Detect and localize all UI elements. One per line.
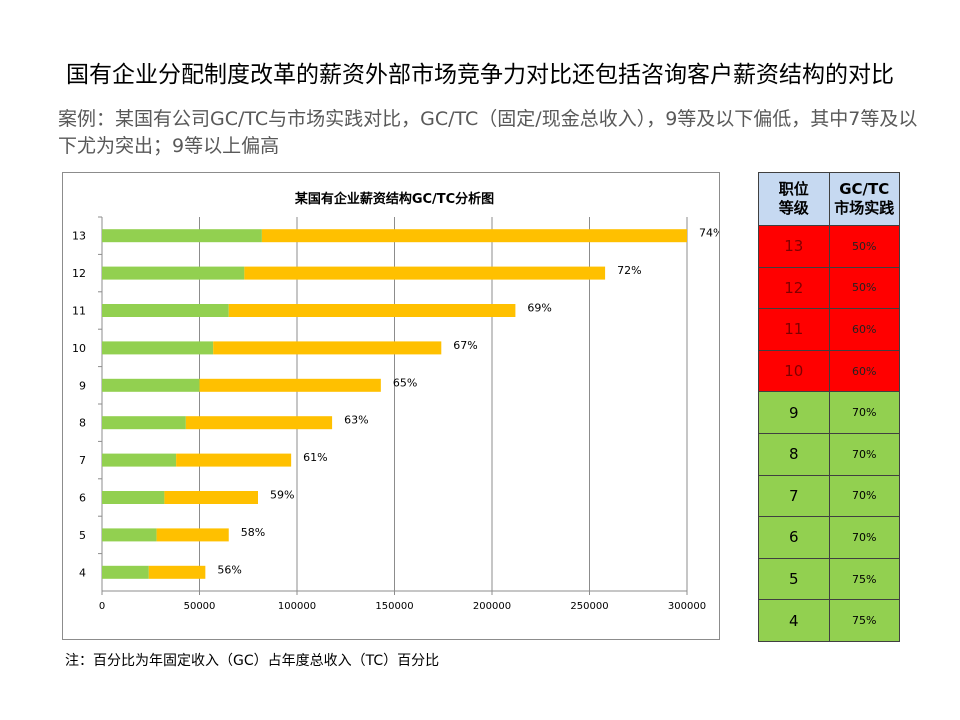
table-cell-market-ratio: 70%: [828, 516, 900, 559]
bar-data-label: 56%: [217, 563, 241, 576]
table-cell-level: 12: [758, 266, 830, 310]
bar-data-label: 61%: [303, 451, 327, 464]
table-cell-market-ratio: 50%: [828, 266, 900, 310]
bar-gc-segment: [102, 528, 157, 542]
bar-data-label: 72%: [617, 264, 641, 277]
table-row: 4 75%: [758, 599, 900, 642]
table-row: 9 70%: [758, 391, 900, 434]
bar-gc-segment: [102, 453, 177, 467]
header-job-level: 职位 等级: [758, 172, 830, 226]
table-row: 7 70%: [758, 474, 900, 518]
y-tick-label: 10: [72, 342, 86, 355]
table-cell-level: 10: [758, 349, 830, 393]
table-cell-market-ratio: 75%: [828, 557, 900, 601]
x-tick-label: 200000: [473, 601, 511, 612]
y-tick-label: 11: [72, 305, 86, 318]
bar-data-label: 59%: [270, 489, 294, 502]
table-cell-market-ratio: 70%: [828, 474, 900, 518]
table-cell-market-ratio: 50%: [828, 225, 900, 268]
y-tick-label: 13: [72, 230, 86, 243]
bar-tc-segment: [164, 491, 258, 504]
table-header-row: 职位 等级 GC/TC 市场实践: [758, 172, 900, 226]
table-cell-market-ratio: 70%: [828, 391, 900, 434]
bar-data-label: 69%: [527, 302, 551, 315]
table-cell-level: 13: [758, 225, 830, 268]
table-row: 5 75%: [758, 557, 900, 601]
y-tick-label: 5: [79, 529, 86, 542]
bar-tc-segment: [176, 453, 292, 467]
x-tick-label: 250000: [570, 601, 608, 612]
chart-panel: 某国有企业薪资结构GC/TC分析图 0 50000 100000 150000 20000…: [62, 172, 720, 640]
table-cell-level: 7: [758, 474, 830, 518]
page-subtitle: 案例：某国有公司GC/TC与市场实践对比，GC/TC（固定/现金总收入），9等及…: [58, 108, 918, 157]
y-tick-label: 9: [79, 379, 86, 392]
bar-gc-segment: [102, 416, 186, 430]
table-cell-level: 5: [758, 557, 830, 601]
chart-title: 某国有企业薪资结构GC/TC分析图: [294, 191, 494, 207]
bar-gc-segment: [102, 341, 214, 355]
bar-gc-segment: [102, 266, 245, 280]
gc-tc-bar-chart: 某国有企业薪资结构GC/TC分析图 0 50000 100000 150000 20000…: [72, 191, 719, 612]
page-title: 国有企业分配制度改革的薪资外部市场竞争力对比还包括咨询客户薪资结构的对比: [66, 62, 894, 88]
bar-data-label: 67%: [453, 339, 477, 352]
table-cell-level: 8: [758, 432, 830, 476]
table-row: 8 70%: [758, 432, 900, 476]
bar-tc-segment: [244, 266, 606, 280]
table-row: 13 50%: [758, 225, 900, 268]
table-row: 11 60%: [758, 308, 900, 351]
table-row: 12 50%: [758, 266, 900, 310]
bar-gc-segment: [102, 304, 229, 317]
x-tick-label: 100000: [278, 601, 316, 612]
table-cell-market-ratio: 60%: [828, 349, 900, 393]
bar-tc-segment: [213, 341, 442, 355]
y-tick-label: 8: [79, 417, 86, 430]
bar-tc-segment: [156, 528, 229, 542]
footnote: 注：百分比为年固定收入（GC）占年度总收入（TC）百分比: [65, 653, 440, 669]
x-tick-label: 300000: [668, 601, 706, 612]
x-tick-label: 50000: [184, 601, 216, 612]
market-practice-table: 职位 等级 GC/TC 市场实践 13 50% 12 50% 11 60% 10 60% 9 70…: [758, 172, 900, 642]
y-tick-label: 6: [79, 492, 86, 505]
y-tick-label: 12: [72, 267, 86, 280]
table-row: 6 70%: [758, 516, 900, 559]
table-cell-level: 4: [758, 599, 830, 642]
x-tick-label: 0: [99, 601, 105, 612]
bar-gc-segment: [102, 378, 200, 392]
bar-gc-segment: [102, 565, 149, 579]
bar-tc-segment: [199, 378, 381, 392]
bar-gc-segment: [102, 229, 262, 243]
table-cell-level: 11: [758, 308, 830, 351]
x-tick-label: 150000: [375, 601, 413, 612]
y-tick-label: 7: [79, 454, 86, 467]
table-cell-market-ratio: 75%: [828, 599, 900, 642]
table-cell-market-ratio: 60%: [828, 308, 900, 351]
table-cell-market-ratio: 70%: [828, 432, 900, 476]
bar-data-label: 63%: [344, 414, 368, 427]
bar-data-label: 74%: [699, 227, 719, 240]
table-cell-level: 9: [758, 391, 830, 434]
bar-data-label: 65%: [393, 376, 417, 389]
bar-data-label: 58%: [241, 526, 265, 539]
table-cell-level: 6: [758, 516, 830, 559]
bar-gc-segment: [102, 491, 165, 504]
table-row: 10 60%: [758, 349, 900, 393]
y-tick-label: 4: [79, 566, 86, 579]
bar-tc-segment: [185, 416, 333, 430]
header-gc-tc-market: GC/TC 市场实践: [828, 172, 900, 226]
bar-tc-segment: [148, 565, 206, 579]
bar-tc-segment: [228, 304, 516, 317]
bar-tc-segment: [261, 229, 687, 243]
